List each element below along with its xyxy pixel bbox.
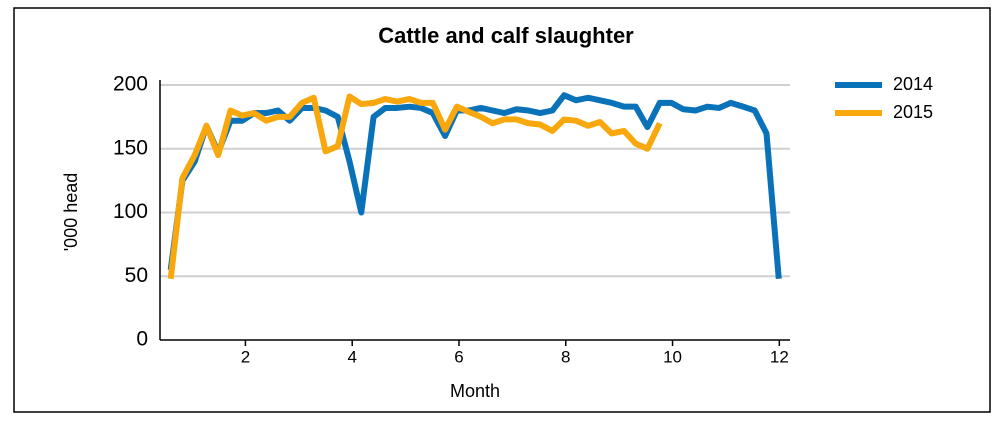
x-axis-label: Month [450,381,500,401]
x-tick-label: 2 [241,347,250,366]
y-tick-label: 200 [113,73,148,96]
y-tick-label: 50 [125,264,148,287]
x-tick-label: 10 [663,347,682,366]
x-tick-label: 8 [561,347,570,366]
y-tick-label: 0 [136,328,148,351]
line-series [167,92,782,280]
x-tick-label: 6 [454,347,463,366]
y-axis-label: '000 head [61,173,81,252]
x-tick-label: 12 [770,347,789,366]
y-tick-label: 100 [113,200,148,223]
line-series [167,93,663,280]
y-tick-label: 150 [113,136,148,159]
chart-title: Cattle and calf slaughter [378,23,634,48]
legend-label: 2014 [893,74,933,94]
chart-border [13,7,991,413]
x-tick-label: 4 [347,347,356,366]
legend-label: 2015 [893,102,933,122]
